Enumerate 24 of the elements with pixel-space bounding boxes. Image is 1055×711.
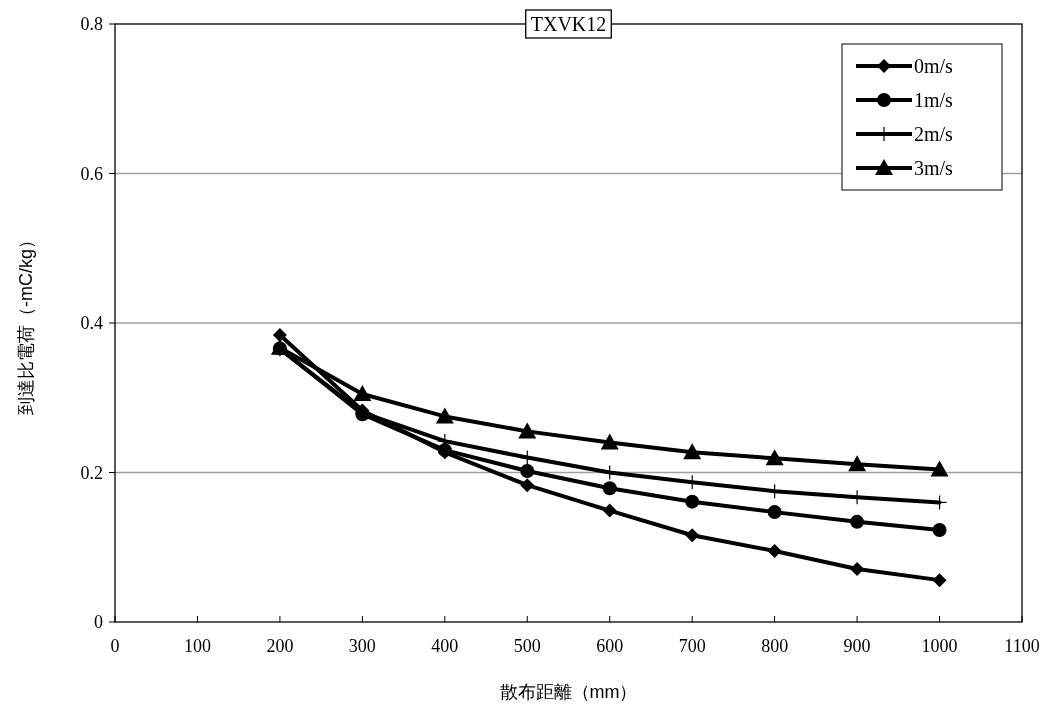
x-tick-label: 300 [348,636,376,656]
x-tick-label: 1000 [921,636,958,656]
x-tick-label: 400 [431,636,459,656]
y-tick-label: 0.8 [80,14,103,34]
x-tick-label: 800 [761,636,789,656]
x-tick-label: 100 [183,636,211,656]
legend-label: 2m/s [914,123,954,145]
x-tick-label: 900 [843,636,871,656]
x-tick-label: 500 [513,636,541,656]
legend-label: 0m/s [914,55,954,77]
x-tick-label: 600 [596,636,624,656]
y-tick-label: 0 [94,612,103,632]
x-tick-label: 0 [110,636,120,656]
x-tick-label: 200 [266,636,294,656]
y-axis-title: 到達比電荷（-mC/kg） [16,231,36,415]
y-tick-label: 0.4 [80,313,103,333]
x-axis-title: 散布距離（mm） [499,682,638,702]
legend-label: 3m/s [914,157,954,179]
x-tick-label: 700 [678,636,706,656]
y-tick-label: 0.6 [80,163,103,184]
x-tick-label: 1100 [1004,636,1040,656]
legend-label: 1m/s [914,89,954,111]
chart-title: TXVK12 [530,13,607,35]
y-tick-label: 0.2 [80,462,103,483]
